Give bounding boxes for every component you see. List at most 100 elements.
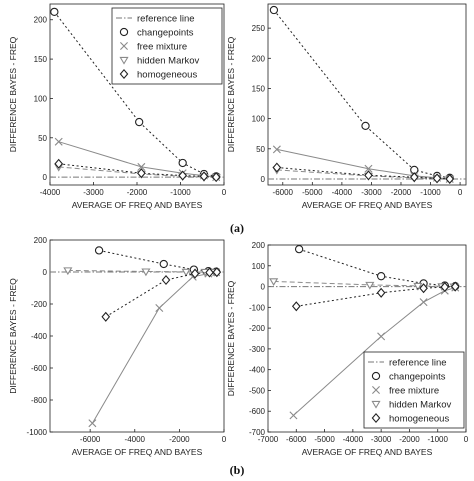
chart-panel-b-right: -7000 -6000 -5000 -4000 -3000 -2000 -1000 0-700… [226,241,469,457]
y-tick-label: 0 [261,283,266,292]
point-homogeneous [432,173,442,184]
series-line-changepoints [98,249,217,273]
x-tick-label: -2000 [127,188,148,197]
point-homogeneous [445,173,455,185]
chart-panel-a-right: -6000 -5000 -4000 -3000 -2000 -1000 0 0 50 100 150… [226,3,467,210]
x-tick-label: -5000 [302,188,323,197]
legend-marker-homogeneous [371,412,381,424]
x-tick-label: -4000 [40,188,61,197]
x-tick-label: -4000 [332,188,353,197]
y-tick-label: 150 [34,55,48,64]
point-changepoints [361,121,370,131]
point-free-mixture [155,304,164,312]
point-free-mixture [289,411,298,420]
y-tick-label: -200 [31,300,48,309]
legend-label-hidden-markov: hidden Markov [137,56,200,67]
figure-label-a: (a) [230,221,244,235]
point-hidden-markov [181,268,191,277]
legend-box [111,7,223,85]
y-tick-label: 250 [252,24,266,33]
legend-label-free-mixture: free mixture [137,42,187,53]
point-homogeneous [211,172,221,183]
point-hidden-markov [365,281,375,290]
y-axis-label: DIFFERENCE BAYES - FREQ [8,36,18,152]
point-free-mixture [54,137,63,146]
series-line-changepoints [298,248,456,287]
x-axis-label: AVERAGE OF FREQ AND BAYES [72,200,203,210]
x-tick-label: -5000 [314,435,335,444]
point-homogeneous [54,158,64,169]
chart-panel-a-left: -4000 -3000 -2000 -1000 0 0 50 100 150 200 AVERAGE… [8,3,227,210]
y-tick-label: -400 [31,332,48,341]
legend-label-reference-line: reference line [389,358,447,369]
x-tick-label: -6000 [80,435,101,444]
y-tick-label: -600 [249,407,266,416]
x-tick-label: -6000 [273,188,294,197]
x-axis-label: AVERAGE OF FREQ AND BAYES [302,200,433,210]
y-tick-label: 200 [252,241,266,250]
y-tick-label: 100 [252,115,266,124]
point-changepoints [178,158,187,168]
legend-label-changepoints: changepoints [389,372,446,383]
legend-label-changepoints: changepoints [137,28,194,39]
point-hidden-markov [141,268,151,277]
legend-label-free-mixture: free mixture [389,386,439,397]
point-changepoints [94,246,104,255]
legend-marker-free-mixture [120,42,128,50]
legend: reference line changepoints free mixture hi… [111,7,223,85]
y-tick-label: 0 [43,173,48,182]
x-tick-label: -2000 [169,435,190,444]
x-tick-label: -3000 [83,188,104,197]
legend-marker-free-mixture [372,386,380,394]
point-changepoints [376,272,386,281]
point-homogeneous [190,268,200,279]
y-axis-label: DIFFERENCE BAYES - FREQ [226,36,236,152]
point-changepoints [159,259,168,269]
legend-label-hidden-markov: hidden Markov [389,400,452,411]
point-free-mixture [88,419,97,428]
y-tick-label: 150 [252,84,266,93]
legend-box [363,351,465,429]
y-tick-label: 100 [34,94,48,103]
y-tick-label: 0 [43,268,48,277]
legend-label-homogeneous: homogeneous [389,414,449,425]
y-tick-label: -100 [249,303,266,312]
point-free-mixture [419,298,428,307]
x-tick-label: -1000 [427,435,448,444]
legend-marker-homogeneous [119,68,129,80]
plot-frame [267,3,467,186]
y-tick-label: 100 [252,262,266,271]
point-free-mixture [272,145,281,154]
point-free-mixture [364,164,373,173]
y-tick-label: -1000 [27,428,48,437]
point-homogeneous [419,283,428,294]
x-axis-label: AVERAGE OF FREQ AND BAYES [72,447,203,457]
y-tick-label: -500 [249,386,266,395]
y-tick-label: -200 [249,324,266,333]
legend-marker-changepoints [371,371,381,381]
point-homogeneous [450,281,460,292]
x-tick-label: -4000 [125,435,146,444]
y-tick-label: 200 [34,236,48,245]
y-tick-label: -300 [249,345,266,354]
point-changepoints [269,5,279,15]
point-homogeneous [272,162,282,173]
series-line-homogeneous [296,286,456,307]
point-free-mixture [377,332,386,341]
point-homogeneous [364,170,373,181]
figure-label-b: (b) [230,463,245,477]
y-tick-label: -400 [249,366,266,375]
point-free-mixture [137,162,146,171]
legend-label-homogeneous: homogeneous [137,70,197,81]
x-tick-label: 0 [464,435,469,444]
y-tick-label: -800 [31,396,48,405]
x-tick-label: -2000 [391,188,412,197]
y-tick-label: 200 [252,54,266,63]
x-tick-label: -4000 [343,435,364,444]
x-tick-label: 0 [458,188,463,197]
y-tick-label: -700 [249,428,266,437]
series-line-free-mixture [91,271,217,424]
point-changepoints [50,7,59,17]
point-homogeneous [205,267,214,278]
